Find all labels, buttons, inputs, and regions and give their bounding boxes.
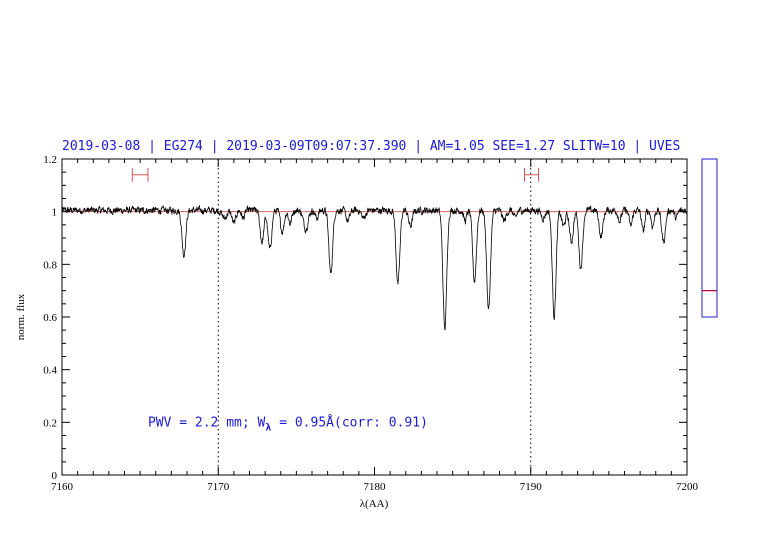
plot-area xyxy=(61,159,688,475)
x-tick-label: 7180 xyxy=(364,481,387,493)
spectrum-line xyxy=(61,205,688,331)
y-tick-label: 1 xyxy=(52,207,58,219)
x-tick-label: 7160 xyxy=(51,481,74,493)
axis-ticks xyxy=(61,158,688,476)
tick-labels: 7160 7170 7180 7190 7200 0 0.2 0.4 0.6 0.8 1 1.2 xyxy=(43,154,698,493)
y-tick-label: 0.2 xyxy=(43,417,57,429)
y-tick-label: 0 xyxy=(52,470,58,482)
continuum-range-marker xyxy=(131,167,149,182)
y-tick-label: 0.6 xyxy=(43,312,57,324)
plot-frame xyxy=(61,158,688,476)
side-indicator xyxy=(701,158,718,318)
chart-title: 2019-03-08 | EG274 | 2019-03-09T09:07:37… xyxy=(62,139,680,154)
y-axis-label: norm. flux xyxy=(15,293,27,340)
x-tick-label: 7190 xyxy=(520,481,543,493)
y-tick-label: 0.4 xyxy=(43,365,57,377)
x-tick-label: 7170 xyxy=(207,481,230,493)
x-tick-label: 7200 xyxy=(676,481,699,493)
pwv-annotation-sub: λ xyxy=(265,422,271,433)
pwv-annotation-main: PWV = 2.2 mm; W xyxy=(148,415,266,430)
y-tick-label: 0.8 xyxy=(43,259,57,271)
y-tick-label: 1.2 xyxy=(43,154,57,166)
pwv-annotation: PWV = 2.2 mm; Wλ = 0.95Å(corr: 0.91) xyxy=(148,414,428,433)
pwv-annotation-rest: = 0.95Å(corr: 0.91) xyxy=(271,414,428,430)
x-axis-label: λ(AA) xyxy=(360,498,389,510)
side-indicator-box xyxy=(701,158,718,318)
continuum-range-marker xyxy=(524,167,540,182)
